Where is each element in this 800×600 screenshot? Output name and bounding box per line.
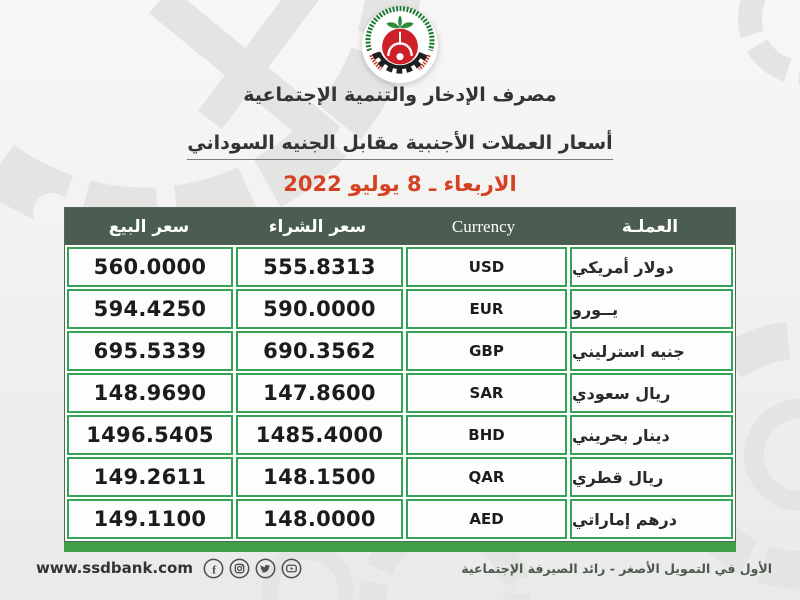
buy-rate-cell: 147.8600 <box>236 373 403 413</box>
currency-code-cell: GBP <box>406 331 567 371</box>
buy-rate-cell: 148.0000 <box>236 499 403 539</box>
table-row: 149.2611 148.1500 QAR ريال قطري <box>67 457 733 497</box>
youtube-icon[interactable] <box>281 558 302 579</box>
currency-code-cell: QAR <box>406 457 567 497</box>
currency-name-cell: دولار أمريكي <box>570 247 733 287</box>
sell-rate-cell: 1496.5405 <box>67 415 233 455</box>
svg-text:f: f <box>212 562 217 576</box>
currency-name-cell: ريال قطري <box>570 457 733 497</box>
table-row: 149.1100 148.0000 AED درهم إماراتي <box>67 499 733 539</box>
currency-code-cell: USD <box>406 247 567 287</box>
sell-rate-cell: 594.4250 <box>67 289 233 329</box>
table-row: 695.5339 690.3562 GBP جنيه استرليني <box>67 331 733 371</box>
table-header-row: سعر البيع سعر الشراء Currency العملـة <box>65 208 735 245</box>
table-row: 560.0000 555.8313 USD دولار أمريكي <box>67 247 733 287</box>
bank-name: مصرف الإدخار والتنمية الإجتماعية <box>243 84 557 106</box>
buy-rate-cell: 148.1500 <box>236 457 403 497</box>
sell-rate-cell: 149.2611 <box>67 457 233 497</box>
sell-price-header: سعر البيع <box>108 216 190 237</box>
table-row: 148.9690 147.8600 SAR ريال سعودي <box>67 373 733 413</box>
social-links: f <box>203 558 302 579</box>
rates-date: الاربعاء ـ 8 يوليو 2022 <box>283 172 517 196</box>
currency-code-cell: AED <box>406 499 567 539</box>
table-body: 560.0000 555.8313 USD دولار أمريكي 594.4… <box>65 245 735 541</box>
buy-rate-cell: 690.3562 <box>236 331 403 371</box>
currency-name-cell: درهم إماراتي <box>570 499 733 539</box>
buy-rate-cell: 1485.4000 <box>236 415 403 455</box>
instagram-icon[interactable] <box>229 558 250 579</box>
sell-rate-cell: 695.5339 <box>67 331 233 371</box>
buy-rate-cell: 555.8313 <box>236 247 403 287</box>
footer: www.ssdbank.com f <box>36 555 772 581</box>
sell-rate-cell: 149.1100 <box>67 499 233 539</box>
currency-code-cell: SAR <box>406 373 567 413</box>
twitter-icon[interactable] <box>255 558 276 579</box>
bank-slogan: الأول في التمويل الأصغر - رائد الصيرفة ا… <box>461 560 772 576</box>
website-link[interactable]: www.ssdbank.com <box>36 559 193 577</box>
exchange-rates-table: سعر البيع سعر الشراء Currency العملـة 56… <box>64 207 736 542</box>
buy-rate-cell: 590.0000 <box>236 289 403 329</box>
currency-name-header: العملـة <box>621 216 679 237</box>
table-row: 1496.5405 1485.4000 BHD دينار بحريني <box>67 415 733 455</box>
currency-code-cell: BHD <box>406 415 567 455</box>
currency-code-cell: EUR <box>406 289 567 329</box>
page-title: أسعار العملات الأجنبية مقابل الجنيه السو… <box>187 132 613 160</box>
buy-price-header: سعر الشراء <box>268 216 367 237</box>
bank-logo-icon <box>361 6 439 84</box>
currency-name-cell: ريال سعودي <box>570 373 733 413</box>
sell-rate-cell: 560.0000 <box>67 247 233 287</box>
currency-code-header: Currency <box>451 216 516 236</box>
sell-rate-cell: 148.9690 <box>67 373 233 413</box>
facebook-icon[interactable]: f <box>203 558 224 579</box>
currency-name-cell: دينار بحريني <box>570 415 733 455</box>
currency-name-cell: جنيه استرليني <box>570 331 733 371</box>
table-row: 594.4250 590.0000 EUR يــورو <box>67 289 733 329</box>
currency-name-cell: يــورو <box>570 289 733 329</box>
table-bottom-bar <box>64 542 736 552</box>
